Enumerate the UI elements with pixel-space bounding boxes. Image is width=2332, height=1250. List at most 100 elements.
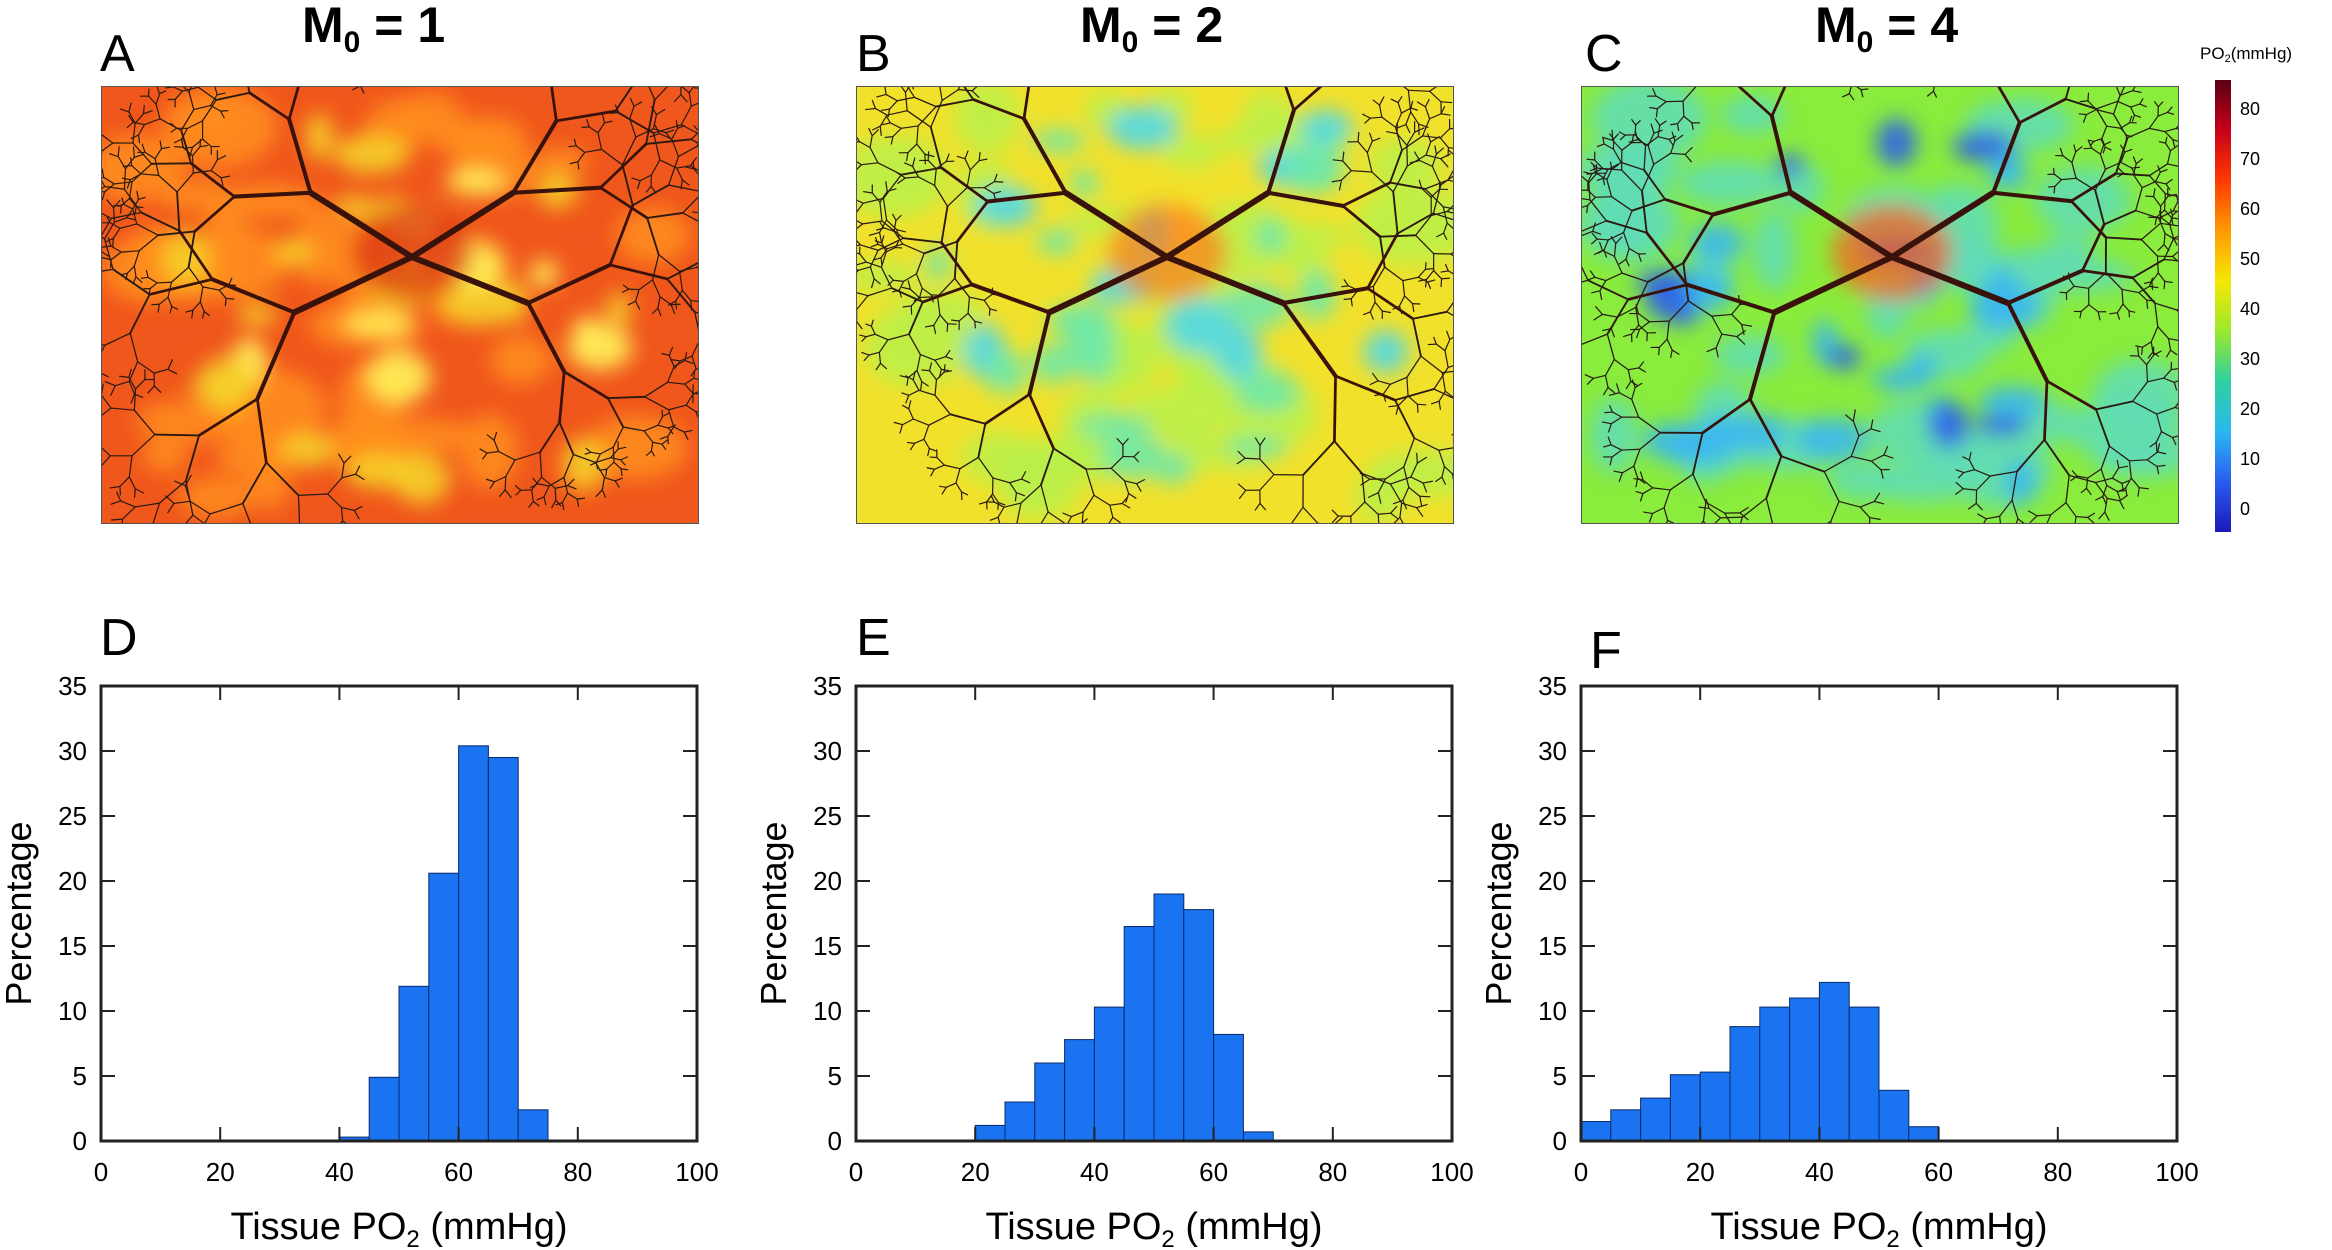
y-tick-label: 35 — [813, 671, 842, 701]
histogram-bar — [1699, 1071, 1731, 1142]
colorbar-tick-label: 10 — [2240, 449, 2261, 469]
y-tick-label: 0 — [73, 1126, 87, 1156]
histogram-bar — [1093, 1006, 1125, 1142]
histogram-bar — [1818, 981, 1850, 1142]
y-tick-label: 15 — [58, 931, 87, 961]
x-tick-label: 20 — [961, 1157, 990, 1187]
y-axis-label: Percentage — [0, 821, 39, 1005]
y-tick-label: 5 — [828, 1061, 842, 1091]
x-tick-label: 60 — [1199, 1157, 1228, 1187]
histogram-bar — [1183, 909, 1215, 1142]
heatmap-panel-c — [1581, 86, 2179, 524]
histogram-bar — [1759, 1006, 1791, 1142]
x-axis-label: Tissue PO2 (mmHg) — [230, 1206, 567, 1250]
histogram-bar — [458, 745, 489, 1142]
histogram-bar — [517, 1109, 549, 1142]
x-axis-label: Tissue PO2 (mmHg) — [1710, 1206, 2047, 1250]
histogram-bar — [1004, 1101, 1036, 1142]
x-tick-label: 80 — [2043, 1157, 2072, 1187]
colorbar-gradient — [2215, 80, 2231, 532]
y-tick-label: 10 — [1538, 996, 1567, 1026]
y-tick-label: 25 — [813, 801, 842, 831]
panel-a-title: M0 = 1 — [302, 0, 446, 59]
plot-frame — [1579, 684, 2179, 1143]
histogram-bar — [1640, 1097, 1671, 1142]
x-tick-label: 20 — [1686, 1157, 1715, 1187]
panel-e-letter: E — [856, 609, 891, 667]
histogram-bar — [1153, 893, 1185, 1142]
histogram-bar — [1123, 926, 1155, 1142]
x-tick-label: 40 — [1805, 1157, 1834, 1187]
histogram-bar — [1878, 1089, 1910, 1142]
colorbar-tick-label: 80 — [2240, 99, 2261, 119]
panel-f-letter: F — [1590, 622, 1622, 680]
histogram-e: 0 5 10 15 20 25 30 35 0 20 40 60 80 100 Percentage Tiss… — [753, 671, 1474, 1250]
x-tick-label: 20 — [206, 1157, 235, 1187]
histogram-f: 0 5 10 15 20 25 30 35 0 20 40 60 80 100 Percentage Tiss… — [1478, 671, 2199, 1250]
x-tick-label: 100 — [2155, 1157, 2198, 1187]
y-tick-label: 5 — [1553, 1061, 1567, 1091]
histogram-bar — [1034, 1062, 1066, 1142]
x-tick-label: 100 — [1430, 1157, 1473, 1187]
y-tick-label: 30 — [58, 736, 87, 766]
x-tick-label: 60 — [1924, 1157, 1953, 1187]
y-tick-label: 30 — [1538, 736, 1567, 766]
histogram-bar — [1789, 997, 1820, 1142]
x-tick-label: 0 — [94, 1157, 108, 1187]
x-tick-label: 0 — [849, 1157, 863, 1187]
y-tick-label: 15 — [1538, 931, 1567, 961]
histogram-bar — [398, 985, 430, 1142]
colorbar-title: PO2(mmHg) — [2200, 44, 2293, 65]
histogram-bar — [1580, 1121, 1612, 1142]
histogram-bar — [1213, 1033, 1244, 1142]
colorbar-tick-label: 0 — [2240, 499, 2251, 519]
y-tick-label: 20 — [1538, 866, 1567, 896]
heatmap-panel-b — [856, 86, 1454, 524]
histogram-bar — [1610, 1109, 1642, 1142]
x-tick-label: 40 — [325, 1157, 354, 1187]
panel-d-letter: D — [100, 609, 138, 667]
colorbar-tick-label: 50 — [2240, 249, 2261, 269]
y-tick-label: 0 — [828, 1126, 842, 1156]
panel-b-title: M0 = 2 — [1080, 0, 1224, 59]
heatmap-panel-a — [101, 86, 699, 524]
y-axis-label: Percentage — [1478, 821, 1519, 1005]
plot-frame — [854, 684, 1454, 1143]
histogram-bar — [1669, 1074, 1701, 1142]
x-tick-label: 100 — [675, 1157, 718, 1187]
x-tick-label: 0 — [1574, 1157, 1588, 1187]
y-tick-label: 5 — [73, 1061, 87, 1091]
y-tick-label: 0 — [1553, 1126, 1567, 1156]
y-tick-label: 35 — [58, 671, 87, 701]
y-tick-label: 20 — [813, 866, 842, 896]
histogram-bar — [1848, 1006, 1880, 1142]
plot-frame — [99, 684, 699, 1143]
histogram-bar — [1729, 1026, 1761, 1142]
y-tick-label: 25 — [1538, 801, 1567, 831]
histogram-d: 0 5 10 15 20 25 30 35 0 20 40 60 80 100 Percentage Tiss… — [0, 671, 719, 1250]
histogram-bar — [1064, 1039, 1095, 1142]
x-axis-label: Tissue PO2 (mmHg) — [985, 1206, 1322, 1250]
x-tick-label: 40 — [1080, 1157, 1109, 1187]
colorbar-tick-label: 40 — [2240, 299, 2261, 319]
colorbar-tick-label: 20 — [2240, 399, 2261, 419]
x-tick-label: 60 — [444, 1157, 473, 1187]
x-tick-label: 80 — [1318, 1157, 1347, 1187]
y-tick-label: 15 — [813, 931, 842, 961]
y-tick-label: 20 — [58, 866, 87, 896]
colorbar-tick-label: 70 — [2240, 149, 2261, 169]
y-tick-label: 10 — [58, 996, 87, 1026]
histogram-bar — [974, 1124, 1006, 1142]
y-tick-label: 35 — [1538, 671, 1567, 701]
panel-c-letter: C — [1585, 25, 1623, 83]
y-tick-label: 10 — [813, 996, 842, 1026]
colorbar — [2215, 80, 2231, 532]
histogram-bar — [1908, 1126, 1940, 1142]
panel-a-letter: A — [100, 25, 135, 83]
panel-c-title: M0 = 4 — [1815, 0, 1959, 59]
histogram-bar — [428, 872, 460, 1142]
y-axis-label: Percentage — [753, 821, 794, 1005]
y-tick-label: 25 — [58, 801, 87, 831]
histogram-bar — [368, 1076, 400, 1142]
